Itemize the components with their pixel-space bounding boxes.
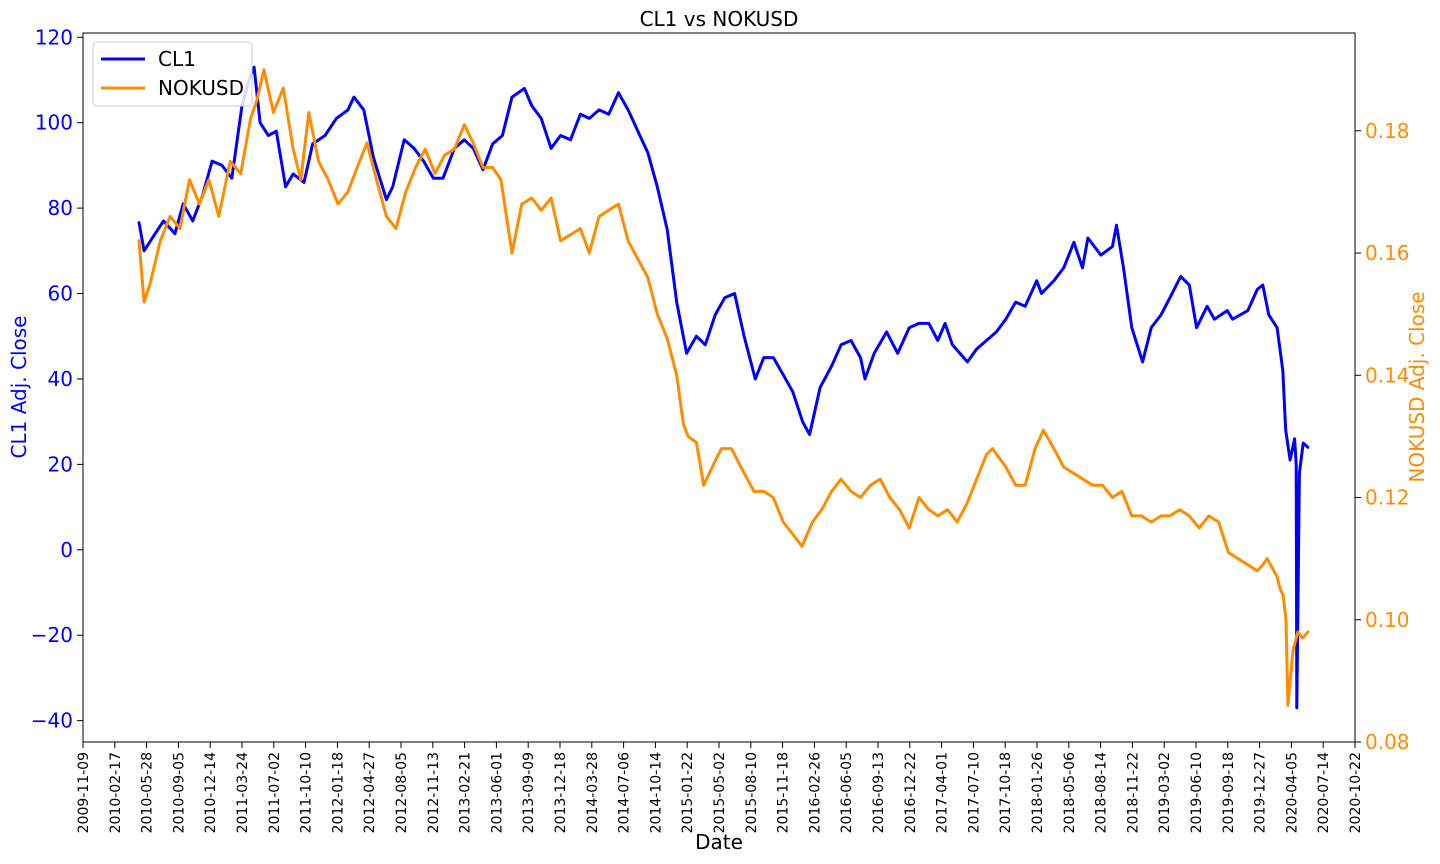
right-y-tick-label: 0.18 <box>1365 119 1410 143</box>
left-y-tick-label: 40 <box>48 367 73 391</box>
right-y-tick-label: 0.14 <box>1365 363 1410 387</box>
x-tick-label: 2019-12-27 <box>1253 752 1269 833</box>
x-tick-label: 2019-09-18 <box>1221 752 1237 833</box>
x-tick-label: 2015-05-02 <box>712 752 728 833</box>
x-tick-label: 2015-08-10 <box>744 752 760 833</box>
left-y-tick-label: 60 <box>48 282 73 306</box>
x-tick-label: 2011-03-24 <box>235 752 251 833</box>
x-tick-label: 2015-11-18 <box>776 752 792 833</box>
x-tick-label: 2013-06-01 <box>489 752 505 833</box>
x-tick-label: 2014-03-28 <box>585 752 601 833</box>
right-y-tick-label: 0.08 <box>1365 730 1410 754</box>
x-tick-label: 2018-11-22 <box>1125 752 1141 833</box>
x-axis: 2009-11-09 2010-02-17 2010-05-28 2010-09-05… <box>76 742 1364 833</box>
x-tick-label: 2010-02-17 <box>108 752 124 833</box>
left-y-tick-label: 100 <box>35 111 73 135</box>
series-line-nokusd <box>137 68 1310 707</box>
x-tick-label: 2020-10-22 <box>1348 752 1364 833</box>
left-y-tick-label: 120 <box>35 25 73 49</box>
plot-frame <box>82 32 1356 743</box>
legend: CL1 NOKUSD <box>92 41 253 107</box>
legend-label-cl1: CL1 <box>158 47 196 71</box>
x-tick-label: 2018-01-26 <box>1030 752 1046 833</box>
x-tick-label: 2009-11-09 <box>76 752 92 833</box>
x-tick-label: 2011-07-02 <box>267 752 283 833</box>
left-y-tick-label: 20 <box>48 452 73 476</box>
left-y-tick-label: −20 <box>31 623 73 647</box>
x-tick-label: 2015-01-22 <box>680 752 696 833</box>
x-tick-label: 2010-12-14 <box>203 752 219 833</box>
x-axis-label: Date <box>695 830 743 854</box>
right-y-axis: 0.08 0.10 0.12 0.14 0.16 0.18 <box>1355 119 1410 754</box>
x-tick-label: 2012-01-18 <box>330 752 346 833</box>
left-y-axis: −40 −20 0 20 40 60 80 100 120 <box>31 25 83 733</box>
right-y-tick-label: 0.16 <box>1365 241 1410 265</box>
x-tick-label: 2016-12-22 <box>903 752 919 833</box>
x-tick-label: 2010-05-28 <box>140 752 156 833</box>
x-tick-label: 2018-08-14 <box>1094 752 1110 833</box>
left-y-tick-label: −40 <box>31 709 73 733</box>
right-y-tick-label: 0.10 <box>1365 608 1410 632</box>
x-tick-label: 2013-09-09 <box>521 752 537 833</box>
right-y-axis-label: NOKUSD Adj. Close <box>1405 291 1429 482</box>
legend-label-nokusd: NOKUSD <box>158 76 244 100</box>
x-tick-label: 2014-07-06 <box>617 752 633 833</box>
x-tick-label: 2016-06-05 <box>839 752 855 833</box>
x-tick-label: 2013-02-21 <box>458 752 474 833</box>
x-tick-label: 2012-08-05 <box>394 752 410 833</box>
left-y-tick-label: 80 <box>48 196 73 220</box>
series-line-cl1 <box>137 65 1310 710</box>
x-tick-label: 2010-09-05 <box>171 752 187 833</box>
x-tick-label: 2012-11-13 <box>426 752 442 833</box>
x-tick-label: 2018-05-06 <box>1062 752 1078 833</box>
x-tick-label: 2016-02-26 <box>807 752 823 833</box>
x-tick-label: 2019-06-10 <box>1189 752 1205 833</box>
x-tick-label: 2017-04-01 <box>935 752 951 833</box>
left-y-tick-label: 0 <box>60 538 73 562</box>
series-layer <box>137 65 1310 710</box>
x-tick-label: 2011-10-10 <box>299 752 315 833</box>
x-tick-label: 2013-12-18 <box>553 752 569 833</box>
x-tick-label: 2016-09-13 <box>871 752 887 833</box>
x-tick-label: 2017-10-18 <box>998 752 1014 833</box>
x-tick-label: 2020-07-14 <box>1316 752 1332 833</box>
right-y-tick-label: 0.12 <box>1365 486 1410 510</box>
x-tick-label: 2017-07-10 <box>966 752 982 833</box>
left-y-axis-label: CL1 Adj. Close <box>7 316 31 459</box>
x-tick-label: 2020-04-05 <box>1284 752 1300 833</box>
x-tick-label: 2012-04-27 <box>362 752 378 833</box>
x-tick-label: 2014-10-14 <box>648 752 664 833</box>
x-tick-label: 2019-03-02 <box>1157 752 1173 833</box>
chart-title: CL1 vs NOKUSD <box>640 7 799 31</box>
